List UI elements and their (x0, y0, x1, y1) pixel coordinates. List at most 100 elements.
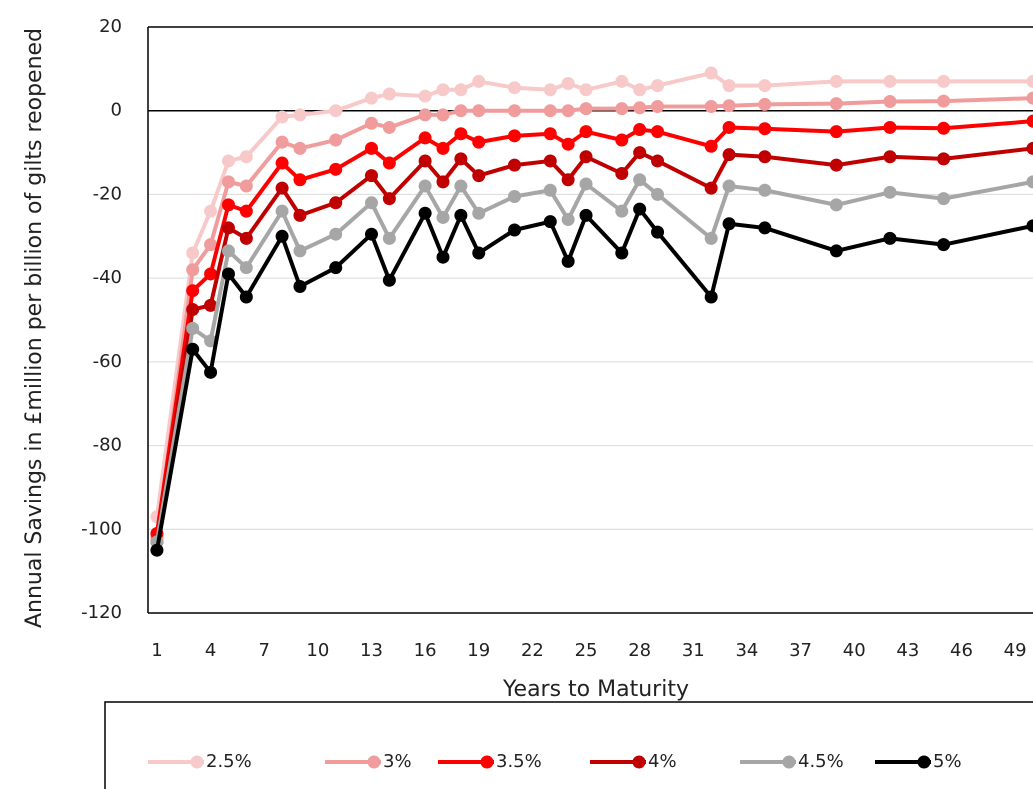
data-point (418, 179, 432, 193)
data-point (937, 152, 951, 166)
data-point (239, 231, 253, 245)
y-tick-label: -120 (81, 602, 122, 623)
data-point (382, 231, 396, 245)
data-point (364, 91, 378, 105)
legend-label: 2.5% (206, 751, 252, 772)
data-point (651, 187, 665, 201)
data-point (364, 169, 378, 183)
data-point (454, 152, 468, 166)
x-tick-label: 31 (682, 640, 705, 661)
data-point (722, 217, 736, 231)
data-point (239, 179, 253, 193)
data-point (293, 208, 307, 222)
data-point (758, 122, 772, 136)
series-line (154, 119, 1033, 534)
x-tick-label: 43 (896, 640, 919, 661)
data-point (579, 102, 593, 116)
y-tick-label: -100 (81, 518, 122, 539)
data-point (472, 246, 486, 260)
data-point (436, 83, 450, 97)
data-point (472, 206, 486, 220)
data-point (633, 83, 647, 97)
data-point (704, 100, 718, 114)
x-tick-label: 1 (151, 640, 162, 661)
legend-label: 3.5% (496, 751, 542, 772)
data-point (651, 154, 665, 168)
data-point (508, 104, 522, 118)
x-axis-title: Years to Maturity (502, 677, 689, 702)
data-point (382, 120, 396, 134)
data-point (704, 290, 718, 304)
data-point (829, 74, 843, 88)
data-point (221, 267, 235, 281)
data-point (329, 104, 343, 118)
y-tick-label: 20 (99, 16, 122, 37)
data-point (329, 133, 343, 147)
data-point (204, 365, 218, 379)
data-point (615, 133, 629, 147)
x-tick-label: 46 (950, 640, 973, 661)
data-point (633, 101, 647, 115)
data-point (1026, 114, 1033, 128)
data-point (221, 154, 235, 168)
data-point (364, 116, 378, 130)
legend-marker (917, 755, 931, 769)
data-point (275, 135, 289, 149)
y-tick-label: -20 (93, 183, 122, 204)
data-point (633, 173, 647, 187)
data-point (382, 192, 396, 206)
data-point (221, 221, 235, 235)
data-point (436, 108, 450, 122)
data-point (382, 273, 396, 287)
data-point (472, 104, 486, 118)
data-point (704, 181, 718, 195)
data-point (651, 79, 665, 93)
series-line (154, 177, 1033, 543)
x-tick-label: 34 (735, 640, 758, 661)
data-point (615, 246, 629, 260)
data-point (329, 196, 343, 210)
data-point (561, 173, 575, 187)
data-point (329, 227, 343, 241)
data-point (186, 246, 200, 260)
data-point (829, 244, 843, 258)
data-point (704, 231, 718, 245)
x-tick-label: 40 (843, 640, 866, 661)
data-point (704, 139, 718, 153)
series-line (154, 207, 1033, 551)
data-point (651, 100, 665, 114)
data-point (543, 183, 557, 197)
legend-marker (480, 755, 494, 769)
data-point (454, 179, 468, 193)
data-point (883, 95, 897, 109)
data-point (454, 208, 468, 222)
data-point (579, 150, 593, 164)
legend-label: 5% (933, 751, 962, 772)
data-point (758, 97, 772, 111)
data-point (329, 162, 343, 176)
data-point (293, 173, 307, 187)
data-point (472, 169, 486, 183)
data-point (829, 125, 843, 139)
data-point (722, 99, 736, 113)
data-point (239, 150, 253, 164)
data-point (293, 141, 307, 155)
data-point (204, 267, 218, 281)
data-point (186, 303, 200, 317)
data-point (883, 185, 897, 199)
data-point (418, 206, 432, 220)
legend-label: 4.5% (798, 751, 844, 772)
data-point (150, 543, 164, 557)
data-point (418, 154, 432, 168)
x-tick-label: 4 (205, 640, 216, 661)
legend-marker (190, 755, 204, 769)
data-point (543, 127, 557, 141)
data-point (615, 74, 629, 88)
data-point (364, 227, 378, 241)
data-point (1026, 141, 1033, 155)
data-point (883, 150, 897, 164)
data-point (937, 192, 951, 206)
data-point (722, 179, 736, 193)
data-point (221, 244, 235, 258)
data-point (615, 167, 629, 180)
